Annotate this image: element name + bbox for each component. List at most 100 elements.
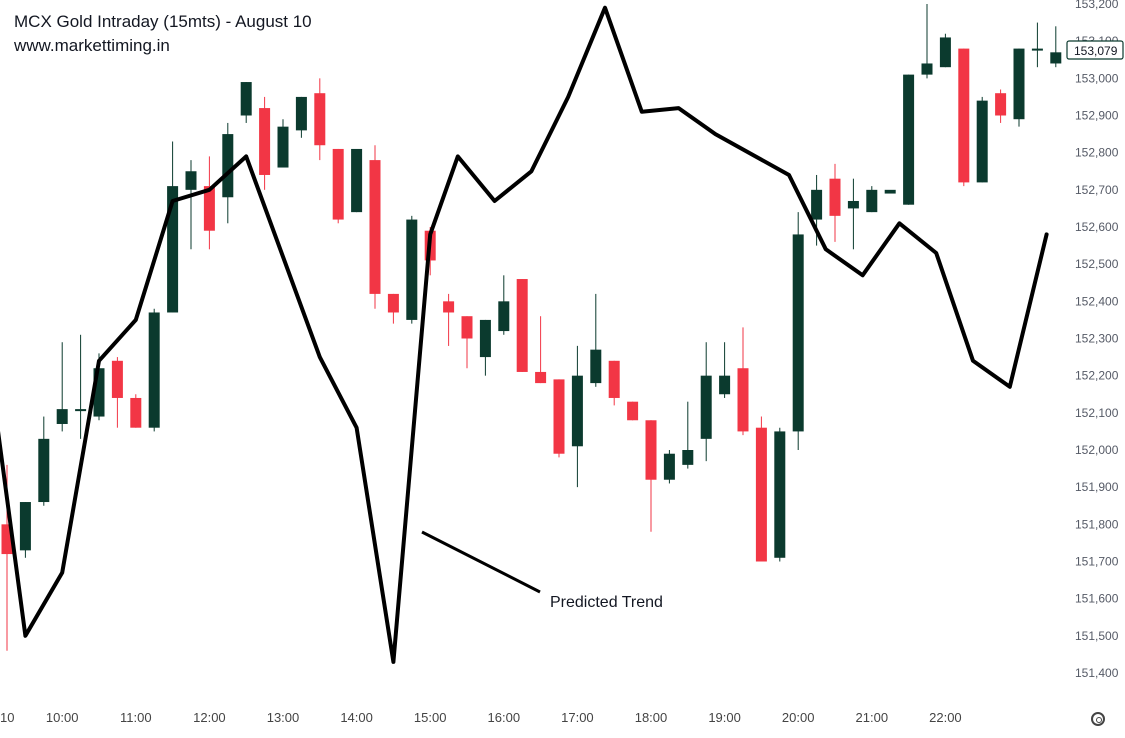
candle-body	[755, 427, 767, 562]
candle-body	[332, 148, 344, 220]
candle-body	[884, 189, 896, 194]
x-tick-label: 14:00	[340, 710, 373, 725]
candle-body	[185, 171, 197, 190]
y-tick-label: 152,700	[1075, 183, 1119, 197]
candle-body	[222, 134, 234, 198]
y-tick-label: 151,800	[1075, 517, 1119, 531]
candle-body	[737, 368, 749, 432]
candle-body	[240, 82, 252, 116]
candle-body	[387, 293, 399, 313]
last-price-tag-box	[1066, 40, 1124, 60]
candle-body	[148, 312, 160, 428]
predicted-trend-layer	[0, 5, 1049, 664]
predicted-trend-line	[0, 5, 1049, 664]
candle-body	[995, 93, 1007, 116]
x-tick-label: 18:00	[635, 710, 668, 725]
candle-body	[406, 219, 418, 320]
x-tick-label: 20:00	[782, 710, 815, 725]
candle-body	[1050, 52, 1062, 64]
candle-body	[590, 349, 602, 384]
candle-body	[663, 453, 675, 480]
candle-body	[259, 108, 271, 175]
y-tick-label: 153,200	[1075, 0, 1119, 11]
candle-body	[847, 200, 859, 209]
chart-subtitle: www.markettiming.in	[14, 36, 170, 55]
candle-body	[829, 178, 841, 216]
y-tick-label: 152,800	[1075, 146, 1119, 160]
candle-body	[111, 360, 123, 398]
y-tick-label: 151,500	[1075, 629, 1119, 643]
candle-body	[811, 189, 823, 220]
candle-body	[903, 74, 915, 205]
x-tick-label: 19:00	[708, 710, 741, 725]
candle-body	[295, 96, 307, 131]
candle-body	[75, 409, 87, 412]
y-tick-label: 151,700	[1075, 555, 1119, 569]
last-price-tag-text: 153,079	[1074, 44, 1118, 58]
annotation-layer: Predicted Trend	[421, 530, 663, 611]
x-tick-label: 10:00	[46, 710, 79, 725]
x-tick-label: 21:00	[856, 710, 889, 725]
candle-body	[1013, 48, 1025, 120]
candle-body	[1031, 48, 1043, 51]
candle-body	[479, 319, 491, 358]
y-tick-label: 151,400	[1075, 666, 1119, 680]
y-axis: 151,400 151,500 151,600 151,700 151,800 151,9…	[1075, 0, 1119, 680]
candle-body	[792, 234, 804, 432]
candle-body	[627, 401, 639, 421]
candle-body	[535, 371, 547, 384]
candle-body	[682, 450, 694, 465]
y-tick-label: 152,300	[1075, 332, 1119, 346]
candle-body	[93, 368, 105, 417]
candle-body	[516, 279, 528, 372]
candle-body	[700, 375, 712, 439]
last-price-tag: 153,079	[1066, 40, 1124, 60]
x-tick-label: 22:00	[929, 710, 962, 725]
candle-wicks	[6, 4, 1057, 651]
candle-body	[774, 431, 786, 558]
candle-body	[443, 301, 455, 313]
candle-body	[130, 397, 142, 428]
y-tick-label: 151,900	[1075, 480, 1119, 494]
annotation-pointer	[421, 530, 541, 594]
candle-body	[553, 379, 565, 454]
x-tick-label: 11:00	[120, 710, 152, 725]
x-tick-label: 13:00	[267, 710, 300, 725]
settings-gear-icon[interactable]	[1091, 712, 1105, 726]
title-block: MCX Gold Intraday (15mts) - August 10 ww…	[14, 10, 312, 58]
candle-body	[866, 189, 878, 213]
candle-body	[976, 100, 988, 183]
y-tick-label: 152,600	[1075, 220, 1119, 234]
candle-body	[351, 148, 363, 213]
y-tick-label: 152,900	[1075, 109, 1119, 123]
candle-body	[203, 186, 215, 231]
candle-body	[369, 160, 381, 294]
candle-body	[277, 126, 289, 168]
y-tick-label: 153,000	[1075, 71, 1119, 85]
x-tick-label: 15:00	[414, 710, 447, 725]
candle-body	[608, 360, 620, 398]
candle-body	[571, 375, 583, 447]
candle-body	[314, 93, 326, 146]
y-tick-label: 152,400	[1075, 294, 1119, 308]
candle-body	[498, 301, 510, 332]
x-tick-label: 16:00	[488, 710, 521, 725]
candle-body	[19, 502, 31, 551]
chart-title: MCX Gold Intraday (15mts) - August 10	[14, 12, 312, 31]
annotation-label: Predicted Trend	[550, 594, 663, 611]
candle-body	[645, 420, 657, 480]
x-axis: 10 10:00 11:00 12:00 13:00 14:00 15:00 16:00 17:…	[0, 710, 962, 725]
candle-body	[461, 316, 473, 339]
candle-body	[1, 524, 13, 555]
x-tick-label: 12:00	[193, 710, 226, 725]
y-tick-label: 152,200	[1075, 369, 1119, 383]
x-tick-label: 10	[0, 710, 14, 725]
candle-body	[38, 438, 50, 503]
y-tick-label: 152,100	[1075, 406, 1119, 420]
candle-body	[719, 375, 731, 395]
candle-body	[56, 409, 68, 424]
candle-body	[921, 63, 933, 75]
y-tick-label: 152,000	[1075, 443, 1119, 457]
y-tick-label: 151,600	[1075, 592, 1119, 606]
